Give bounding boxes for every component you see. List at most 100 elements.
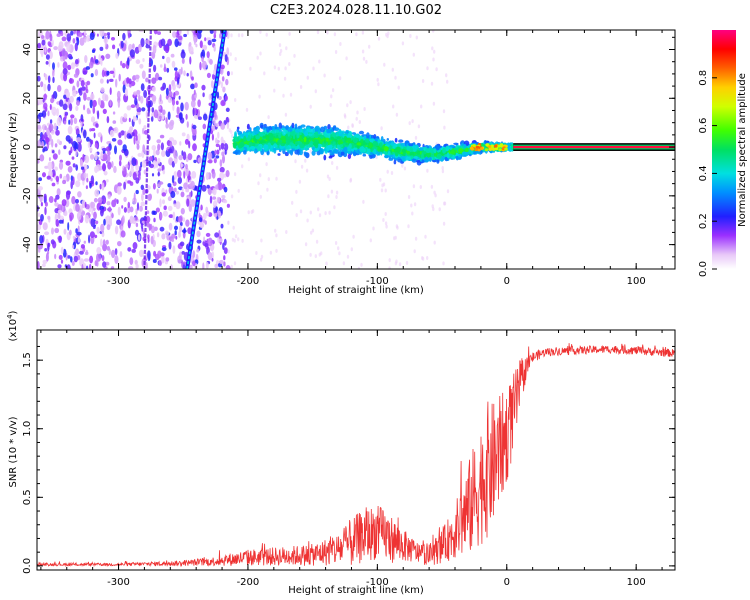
noise-blob [97, 132, 102, 138]
noise-speckle [388, 266, 391, 269]
signal-blob [328, 155, 333, 159]
noise-blob [74, 142, 79, 151]
signal-blob [330, 129, 334, 132]
noise-blob [127, 247, 132, 252]
noise-blob [151, 95, 157, 102]
signal-blob [339, 144, 343, 148]
noise-blob [94, 142, 99, 149]
noise-speckle [247, 157, 251, 162]
noise-blob [111, 138, 117, 142]
noise-blob [223, 143, 229, 152]
noise-blob [171, 238, 175, 243]
noise-blob [129, 215, 134, 224]
noise-blob [222, 86, 226, 93]
signal-blob [255, 130, 259, 134]
noise-speckle [435, 67, 438, 72]
y-tick-label: 40 [22, 43, 33, 56]
noise-speckle [379, 177, 382, 182]
noise-blob [219, 166, 225, 173]
noise-blob [127, 32, 131, 39]
x-tick-label: 0 [504, 276, 510, 287]
noise-blob [209, 59, 213, 65]
noise-speckle [293, 53, 296, 58]
noise-blob [89, 99, 93, 109]
noise-blob [172, 245, 176, 254]
noise-blob [135, 189, 139, 195]
noise-speckle [256, 55, 259, 60]
noise-speckle [421, 79, 425, 83]
noise-blob [58, 254, 63, 260]
noise-blob [147, 237, 150, 244]
noise-blob [90, 154, 95, 160]
figure-title: C2E3.2024.028.11.10.G02 [270, 3, 442, 18]
noise-blob [174, 67, 178, 71]
noise-blob [58, 161, 64, 170]
signal-blob [304, 130, 309, 137]
signal-blob [337, 139, 343, 145]
noise-blob [57, 45, 63, 52]
noise-blob [216, 149, 220, 155]
noise-blob [90, 236, 95, 245]
noise-speckle [383, 62, 386, 67]
noise-blob [99, 183, 102, 190]
noise-blob [214, 263, 219, 269]
noise-blob [215, 155, 220, 159]
noise-blob [207, 151, 213, 161]
noise-blob [62, 56, 66, 62]
noise-speckle [430, 184, 434, 189]
noise-blob [212, 196, 217, 200]
noise-blob [175, 235, 178, 240]
noise-blob [165, 87, 169, 96]
signal-hotspot [480, 147, 484, 150]
noise-blob [122, 32, 126, 41]
noise-blob [133, 192, 136, 202]
signal-blob [332, 149, 338, 154]
signal-blob [299, 132, 302, 136]
y-tick-label: 0 [22, 144, 33, 150]
noise-blob [55, 129, 60, 136]
noise-blob [117, 241, 122, 247]
noise-blob [84, 214, 89, 224]
noise-blob [141, 107, 146, 112]
noise-blob [132, 115, 136, 123]
signal-blob [409, 147, 414, 154]
noise-blob [211, 38, 217, 43]
noise-speckle [368, 44, 371, 49]
noise-speckle [349, 100, 352, 105]
noise-blob [138, 30, 144, 33]
noise-blob [225, 170, 230, 178]
noise-blob [38, 177, 42, 182]
noise-blob [80, 244, 85, 249]
noise-blob [180, 66, 183, 75]
signal-blob [278, 132, 282, 139]
noise-blob [42, 263, 46, 268]
noise-speckle [392, 104, 395, 109]
noise-speckle [304, 158, 307, 163]
noise-blob [221, 76, 225, 82]
noise-speckle [432, 57, 435, 62]
noise-speckle [333, 205, 336, 210]
noise-speckle [282, 93, 285, 98]
signal-blob [453, 142, 459, 145]
noise-blob [89, 32, 95, 41]
noise-blob [106, 70, 110, 76]
noise-blob [101, 102, 105, 109]
noise-blob [226, 47, 230, 56]
noise-blob [40, 202, 44, 207]
noise-blob [209, 195, 213, 204]
noise-blob [160, 142, 164, 151]
noise-blob [226, 122, 230, 130]
snr-background [37, 330, 675, 570]
signal-blob [446, 152, 450, 159]
noise-blob [115, 78, 118, 88]
noise-speckle [299, 209, 303, 214]
noise-speckle [335, 165, 339, 170]
noise-speckle [443, 125, 446, 130]
noise-blob [163, 205, 167, 211]
signal-blob [394, 137, 398, 143]
noise-blob [156, 139, 161, 144]
noise-blob [141, 193, 144, 202]
noise-blob [193, 159, 197, 164]
noise-blob [211, 258, 214, 262]
signal-blob [429, 156, 432, 162]
